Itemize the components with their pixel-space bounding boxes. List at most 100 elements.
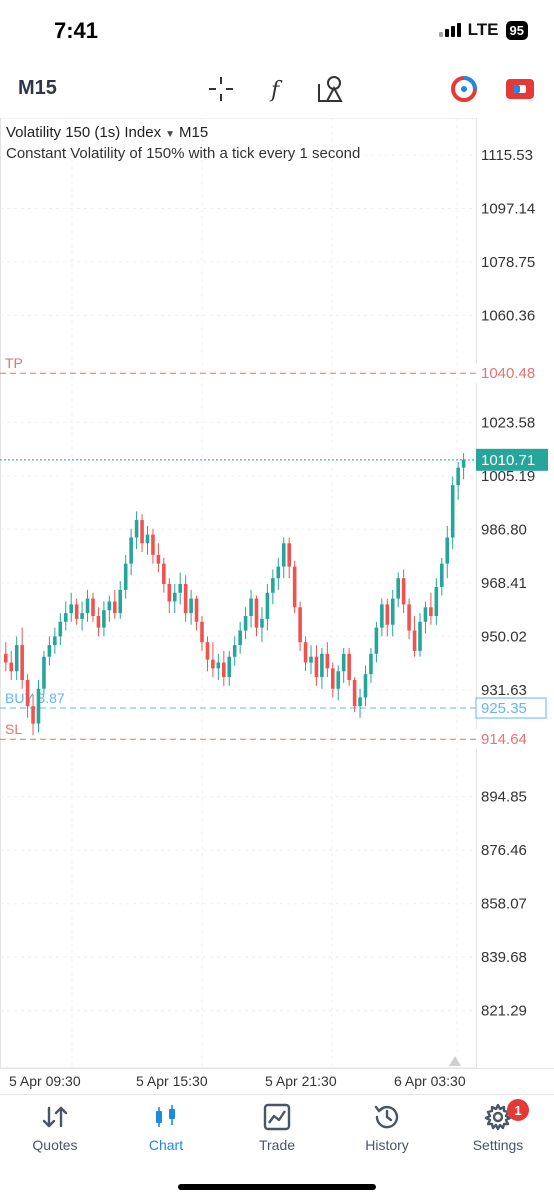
candle-body [107, 601, 112, 611]
candle-body [423, 607, 428, 622]
quotes-icon [0, 1101, 110, 1133]
candle-body [374, 627, 379, 654]
network-label: LTE [467, 20, 499, 39]
trade-icon [222, 1101, 332, 1133]
tab-label-quotes: Quotes [32, 1137, 78, 1153]
svg-text:f: f [269, 78, 283, 103]
tab-label-trade: Trade [258, 1137, 296, 1153]
price-chart[interactable]: Volatility 150 (1s) Index ▼ M15 Constant V… [0, 117, 554, 1069]
tab-settings[interactable]: 1 Settings [443, 1099, 553, 1161]
candle-body [260, 618, 264, 628]
y-tick-label: 821.29 [481, 1003, 527, 1020]
settings-icon [443, 1101, 553, 1133]
buy-position-label: BUY 3.87 [5, 690, 65, 706]
tab-label-chart: Chart [148, 1137, 184, 1153]
y-tick-label: 1023.58 [481, 414, 535, 431]
candle-body [205, 642, 210, 660]
tab-history[interactable]: History [332, 1101, 442, 1161]
candle-body [380, 604, 384, 628]
candle-body [407, 604, 411, 631]
candle-body [298, 607, 302, 643]
candle-body [85, 598, 90, 614]
chart-toolbar: M15 f [0, 64, 554, 114]
chart-icon [111, 1101, 221, 1133]
candle-body [456, 467, 460, 486]
candle-body [25, 679, 30, 707]
candle-body [140, 520, 144, 544]
candle-body [31, 706, 35, 724]
status-indicators: LTE 95 [438, 20, 528, 40]
candle-body [123, 563, 128, 590]
candle-body [429, 607, 433, 617]
objects-icon[interactable] [315, 72, 349, 106]
y-tick-label: 1078.75 [481, 254, 535, 271]
indicators-icon[interactable]: f [260, 72, 294, 106]
candle-body [222, 662, 226, 678]
candle-body [450, 485, 455, 538]
candle-body [445, 537, 450, 564]
candle-body [347, 653, 351, 680]
y-tick-label: 1115.53 [481, 147, 533, 164]
symbol-name: Volatility 150 (1s) Index [6, 124, 162, 141]
chart-canvas: 1115.53 1097.14 1078.75 1060.36 1023.58 1005.… [0, 117, 548, 1069]
home-indicator [178, 1184, 376, 1190]
stop-loss-value: 914.64 [481, 731, 527, 748]
current-price-tag [476, 448, 548, 471]
tab-trade[interactable]: Trade [222, 1101, 332, 1161]
candle-body [265, 592, 270, 619]
take-profit-tag [476, 363, 546, 384]
candle-body [189, 598, 193, 614]
tab-quotes[interactable]: Quotes [0, 1101, 110, 1161]
candle-body [145, 534, 150, 544]
x-tick-label: 5 Apr 21:30 [265, 1073, 337, 1089]
candle-body [172, 592, 177, 602]
candle-body [309, 656, 313, 663]
tab-label-history: History [365, 1137, 409, 1153]
y-tick-label: 1060.36 [481, 307, 535, 324]
candle-body [216, 662, 221, 669]
stop-loss-label: SL [5, 721, 22, 737]
status-time: 7:41 [54, 18, 99, 43]
candle-body [134, 520, 139, 538]
candle-body [249, 598, 253, 617]
timeframe-button[interactable]: M15 [18, 77, 57, 99]
candle-body [363, 674, 368, 698]
candle-body [281, 543, 286, 567]
current-price-value: 1010.71 [481, 452, 535, 469]
take-profit-label: TP [5, 355, 23, 371]
candle-body [227, 656, 232, 678]
candle-body [341, 653, 346, 672]
candle-body [53, 636, 57, 646]
stop-loss-tag [476, 729, 546, 750]
candle-body [238, 630, 242, 646]
candle-body [47, 645, 52, 657]
candle-body [91, 598, 95, 617]
take-profit-value: 1040.48 [481, 365, 535, 382]
candle-body [358, 697, 362, 707]
candle-body [320, 653, 324, 678]
candle-body [74, 604, 79, 619]
candle-body [96, 616, 101, 628]
candle-body [156, 554, 161, 564]
crosshair-icon[interactable] [204, 72, 238, 106]
candle-body [69, 604, 73, 614]
candle-body [418, 621, 422, 651]
one-click-trading-icon[interactable] [447, 72, 481, 106]
dropdown-triangle-icon: ▼ [165, 129, 175, 140]
candle-body [200, 621, 204, 643]
candle-body [118, 589, 123, 614]
candle-body [303, 642, 308, 663]
tab-chart[interactable]: Chart [111, 1101, 221, 1161]
candle-body [352, 679, 357, 707]
candle-body [390, 598, 395, 625]
candle-body [243, 616, 248, 631]
y-tick-label: 839.68 [481, 949, 527, 966]
candle-body [461, 459, 466, 468]
history-icon [332, 1101, 442, 1133]
candle-body [287, 543, 291, 567]
y-tick-label: 986.80 [481, 521, 527, 538]
candle-body [63, 613, 68, 622]
trade-toggle-icon[interactable] [503, 72, 537, 106]
chart-symbol-header[interactable]: Volatility 150 (1s) Index ▼ M15 [6, 124, 208, 141]
notification-badge: 1 [507, 1099, 529, 1121]
